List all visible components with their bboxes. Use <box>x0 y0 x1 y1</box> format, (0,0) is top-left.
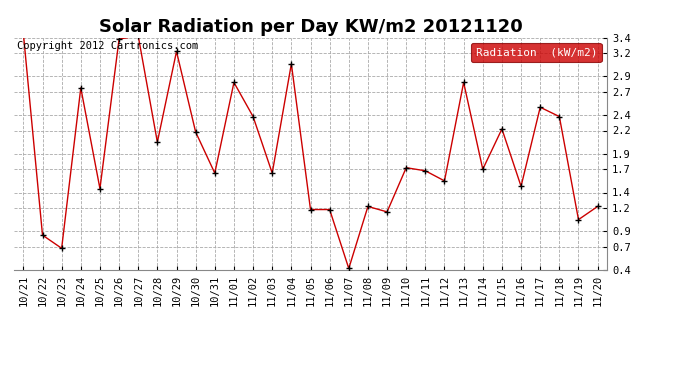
Legend: Radiation  (kW/m2): Radiation (kW/m2) <box>471 43 602 62</box>
Text: Copyright 2012 Cartronics.com: Copyright 2012 Cartronics.com <box>17 41 198 51</box>
Title: Solar Radiation per Day KW/m2 20121120: Solar Radiation per Day KW/m2 20121120 <box>99 18 522 36</box>
